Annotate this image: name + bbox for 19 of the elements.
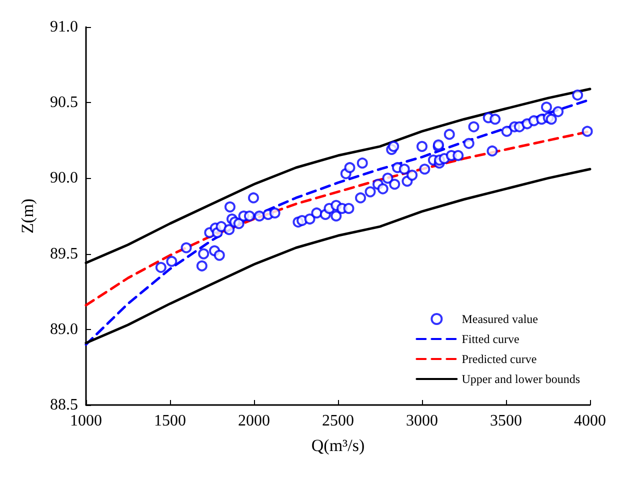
y-tick-label: 89.0 [50, 320, 78, 338]
legend-label: Predicted curve [462, 352, 537, 366]
y-tick-label: 91.0 [50, 18, 78, 36]
x-tick-label: 3000 [406, 412, 438, 430]
x-axis-title: Q(m³/s) [311, 436, 365, 455]
legend-label: Fitted curve [462, 332, 520, 346]
x-tick-label: 1000 [70, 412, 102, 430]
x-tick-label: 2500 [322, 412, 354, 430]
y-tick-label: 89.5 [50, 245, 78, 262]
x-tick-label: 4000 [574, 412, 606, 430]
x-tick-label: 3500 [490, 412, 522, 430]
y-axis-title: Z(m) [18, 198, 37, 234]
y-tick-label: 88.5 [50, 396, 78, 414]
legend-label: Measured value [462, 312, 538, 326]
x-tick-label: 2000 [238, 412, 270, 430]
legend-label: Upper and lower bounds [462, 372, 580, 386]
y-tick-label: 90.0 [50, 170, 78, 187]
x-tick-label: 1500 [154, 412, 186, 430]
y-tick-label: 90.5 [50, 94, 78, 112]
